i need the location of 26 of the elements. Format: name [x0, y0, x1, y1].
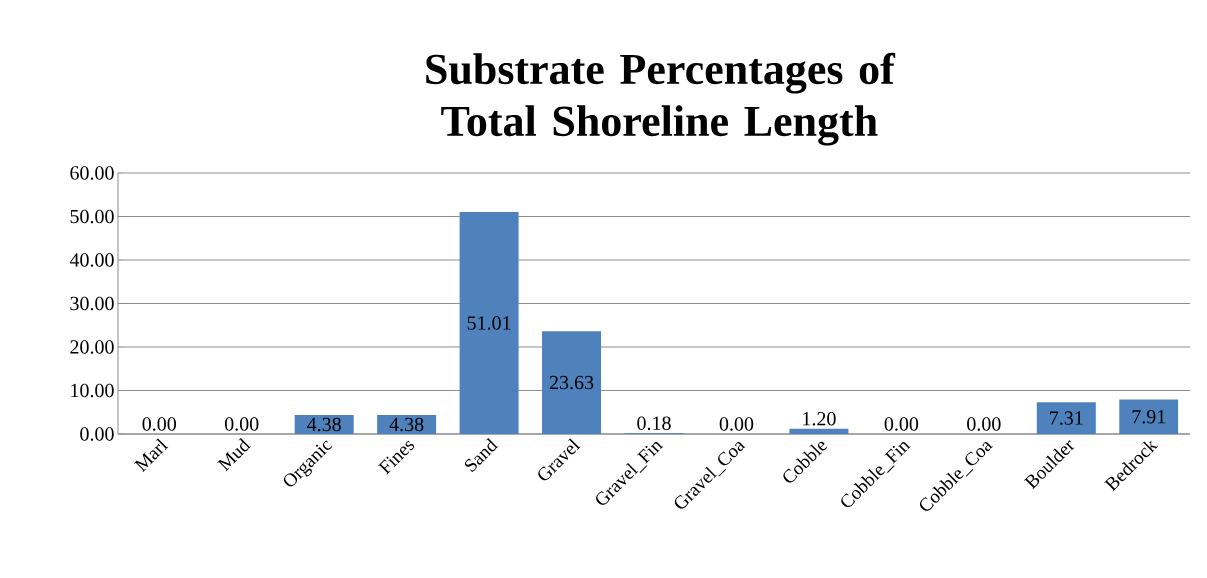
y-tick-label: 50.00 [70, 209, 114, 224]
y-tick-label: 0.00 [80, 427, 114, 441]
chart-title: Substrate Percentages of Total Shoreline Length [426, 52, 896, 146]
data-label: 4.38 [307, 417, 341, 432]
data-label: 51.01 [467, 316, 511, 330]
data-label: 7.91 [1132, 410, 1166, 424]
bar [789, 428, 849, 434]
data-label: 0.00 [142, 417, 176, 431]
y-tick-label: 20.00 [70, 340, 114, 354]
bar [542, 331, 602, 434]
bar [1036, 402, 1096, 434]
data-label: 23.63 [549, 375, 594, 390]
data-label: 0.00 [719, 417, 754, 431]
data-label: 0.00 [967, 417, 1001, 431]
bar [459, 212, 519, 434]
data-label: 0.00 [884, 417, 919, 431]
y-tick-label: 40.00 [69, 253, 114, 267]
data-label: 4.38 [389, 417, 424, 432]
data-label: 0.00 [224, 417, 259, 431]
y-tick-label: 10.00 [71, 383, 114, 398]
data-label: 0.18 [637, 416, 671, 430]
bar [1119, 399, 1179, 434]
data-label: 1.20 [803, 411, 836, 426]
y-tick-label: 30.00 [70, 296, 114, 311]
data-label: 7.31 [1050, 411, 1083, 425]
y-tick-label: 60.00 [70, 166, 114, 180]
